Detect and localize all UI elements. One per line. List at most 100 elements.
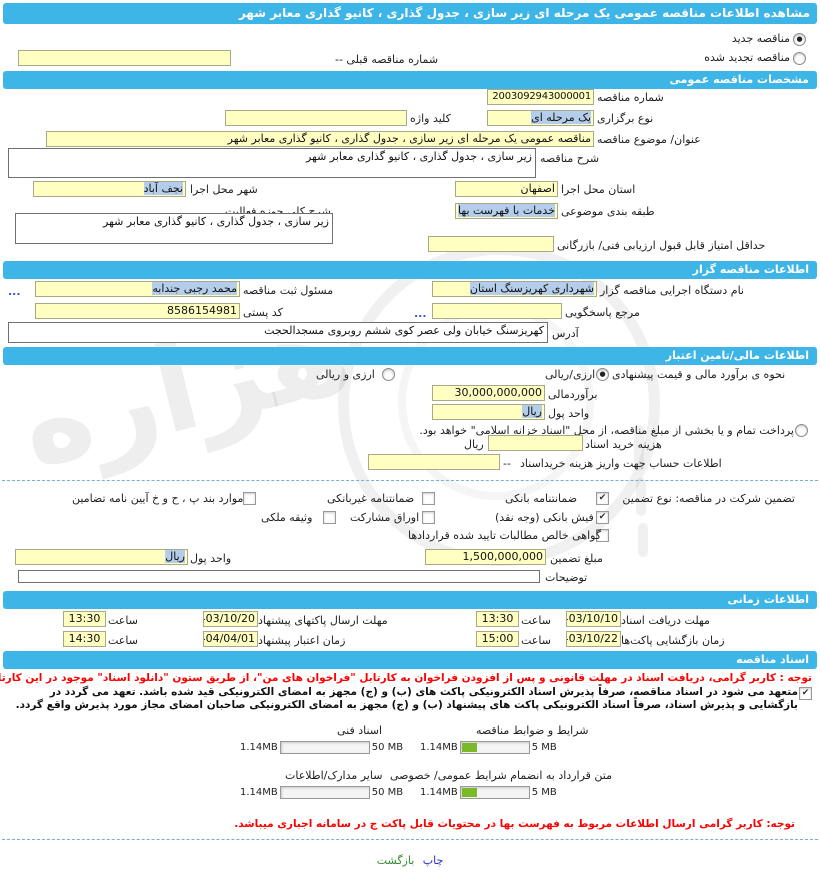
registrar-browse-button[interactable]: ...: [8, 285, 21, 298]
file-size: 1.14MB: [240, 787, 278, 798]
registrar-field[interactable]: محمد رجبی جندابه: [35, 281, 240, 297]
both-currency-radio[interactable]: [382, 368, 395, 381]
progress-bar: [279, 786, 370, 799]
file-max-size: 5 MB: [531, 742, 557, 753]
doc-receipt-deadline-time[interactable]: 13:30: [476, 611, 519, 627]
electronic-signature-commitment-text: متعهد می شود در اسناد مناقصه، صرفاً پذیر…: [15, 686, 798, 711]
file-size: 1.14MB: [420, 787, 458, 798]
page-title: مشاهده اطلاعات مناقصه عمومی یک مرحله ای …: [3, 3, 817, 24]
tender-number-label: شماره مناقصه: [597, 91, 664, 104]
subject-field[interactable]: مناقصه عمومی یک مرحله ای زیر سازی ، جدول…: [46, 131, 594, 147]
section-header-schedule: اطلاعات زمانی: [3, 591, 817, 609]
proposal-send-deadline-time[interactable]: 13:30: [63, 611, 106, 627]
regulation-items-checkbox[interactable]: [243, 492, 256, 505]
nonbank-guarantee-label: ضمانتنامه غیربانکی: [327, 492, 415, 505]
back-link[interactable]: بازگشت: [376, 854, 415, 867]
min-score-field[interactable]: [428, 236, 554, 252]
doc-receipt-deadline-date[interactable]: 1403/10/10: [566, 611, 621, 627]
financial-estimate-field[interactable]: 30,000,000,000: [432, 385, 545, 401]
guarantee-type-label: تضمین شرکت در مناقصه: نوع تضمین: [622, 492, 795, 505]
progress-bar: [459, 786, 530, 799]
activity-scope-field[interactable]: زیر سازی ، جدول گذاری ، کانیو گذاری معاب…: [15, 213, 333, 244]
renewed-tender-radio[interactable]: [793, 52, 806, 65]
reference-field[interactable]: [432, 303, 562, 319]
notes-field[interactable]: [18, 570, 540, 583]
doc-cost-field[interactable]: [488, 435, 583, 451]
previous-tender-number-label: شماره مناقصه قبلی --: [335, 53, 439, 66]
progress-fill: [461, 743, 478, 752]
divider: [2, 480, 818, 481]
divider: [2, 839, 818, 840]
tender-type-field[interactable]: یک مرحله ای: [487, 110, 594, 126]
account-info-field[interactable]: [368, 454, 500, 470]
bank-slip-checkbox[interactable]: ✔: [596, 511, 609, 524]
doc-cost-label: هزینه خرید اسناد: [585, 438, 662, 451]
guarantee-currency-label: واحد پول: [190, 552, 232, 565]
print-link[interactable]: چاپ: [422, 854, 444, 867]
classification-field[interactable]: خدمات با فهرست بها: [455, 203, 558, 219]
postal-code-field[interactable]: 8586154981: [35, 303, 240, 319]
description-label: شرح مناقصه: [540, 152, 600, 165]
net-claims-checkbox[interactable]: [596, 529, 609, 542]
electronic-signature-commitment-checkbox[interactable]: ✔: [799, 687, 812, 700]
new-tender-radio[interactable]: ●: [793, 33, 806, 46]
province-field[interactable]: اصفهان: [455, 181, 558, 197]
address-label: آدرس: [552, 327, 579, 340]
technical-docs-label: اسناد فنی: [337, 724, 383, 737]
city-label: شهر محل اجرا: [190, 183, 258, 196]
proposal-validity-time[interactable]: 14:30: [63, 631, 106, 647]
property-collateral-checkbox[interactable]: [323, 511, 336, 524]
hour-label: ساعت: [108, 634, 138, 647]
section-header-financial: اطلاعات مالی/تامین اعتبار: [3, 347, 817, 365]
envelope-opening-label: زمان بازگشایی پاکت‌ها: [621, 634, 725, 647]
participation-bonds-checkbox[interactable]: [422, 511, 435, 524]
footer-actions: چاپ بازگشت: [0, 854, 820, 867]
agency-field[interactable]: شهرداری کهریزسنگ استان: [432, 281, 597, 297]
hour-label: ساعت: [108, 614, 138, 627]
bank-guarantee-label: ضمانتنامه بانکی: [505, 492, 578, 505]
proposal-send-deadline-date[interactable]: 1403/10/20: [203, 611, 258, 627]
envelope-opening-date[interactable]: 1403/10/22: [566, 631, 621, 647]
contract-text-progress: 1.14MB 5 MB: [420, 786, 557, 799]
currency-field[interactable]: ریال: [432, 404, 545, 420]
renewed-tender-label: مناقصه تجدید شده: [704, 51, 790, 64]
rial-currency-label: ارزی/ریالی: [545, 368, 596, 381]
terms-file-progress: 1.14MB 5 MB: [420, 741, 557, 754]
guarantee-amount-field[interactable]: 1,500,000,000: [425, 549, 546, 565]
tender-number-field[interactable]: 2003092943000001: [487, 89, 594, 105]
notes-label: توضیحات: [545, 571, 588, 584]
file-max-size: 5 MB: [531, 787, 557, 798]
section-header-documents: اسناد مناقصه: [3, 651, 817, 669]
previous-tender-number-field[interactable]: [18, 50, 231, 66]
nonbank-guarantee-checkbox[interactable]: [422, 492, 435, 505]
estimate-method-label: نحوه ی برآورد مالی و قیمت پیشنهادی: [612, 368, 786, 381]
bank-guarantee-checkbox[interactable]: ✔: [596, 492, 609, 505]
guarantee-currency-field[interactable]: ریال: [15, 549, 188, 565]
bank-slip-label: فیش بانکی (وجه نقد): [495, 511, 594, 524]
documents-note: توجه : کاربر گرامی، دریافت اسناد در مهلت…: [0, 672, 812, 684]
keyword-field[interactable]: [225, 110, 407, 126]
description-field[interactable]: زیر سازی ، جدول گذاری ، کانیو گذاری معاب…: [8, 148, 536, 178]
progress-fill: [461, 788, 478, 797]
proposal-validity-date[interactable]: 1404/04/01: [203, 631, 258, 647]
treasury-payment-radio[interactable]: [795, 424, 808, 437]
city-field[interactable]: نجف آباد: [33, 181, 186, 197]
file-max-size: 50 MB: [371, 742, 404, 753]
technical-docs-progress: 1.14MB 50 MB: [240, 741, 403, 754]
envelope-opening-time[interactable]: 15:00: [476, 631, 519, 647]
watermark-stroke: [638, 523, 648, 557]
tender-type-label: نوع برگزاری: [597, 112, 654, 125]
agency-label: نام دستگاه اجرایی مناقصه گزار: [600, 284, 744, 297]
hour-label: ساعت: [521, 614, 551, 627]
address-field[interactable]: کهریزسنگ خیابان ولی عصر کوی ششم روبروی م…: [8, 322, 548, 343]
regulation-items-label: موارد بند پ ، ح و خ آیین نامه تضامین: [72, 492, 244, 505]
rial-currency-radio[interactable]: ●: [596, 368, 609, 381]
file-size: 1.14MB: [420, 742, 458, 753]
new-tender-label: مناقصه جدید: [731, 32, 790, 45]
province-label: استان محل اجرا: [561, 183, 636, 196]
reference-browse-button[interactable]: ...: [414, 307, 427, 320]
account-info-dash: --: [503, 457, 511, 470]
file-max-size: 50 MB: [371, 787, 404, 798]
progress-bar: [279, 741, 370, 754]
classification-label: طبقه بندی موضوعی: [561, 205, 655, 218]
